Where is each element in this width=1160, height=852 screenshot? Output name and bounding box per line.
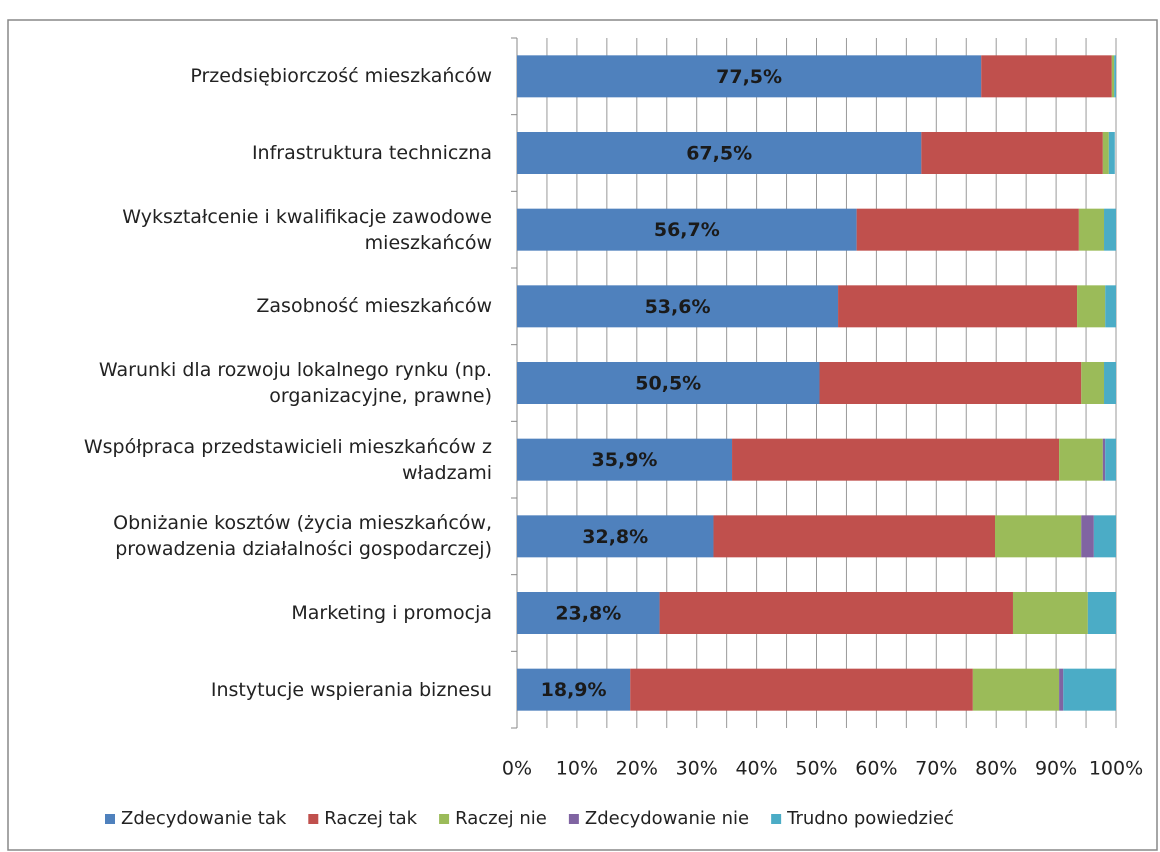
y-tick-label: Infrastruktura techniczna xyxy=(251,142,492,164)
bar-segment xyxy=(659,592,1013,634)
bar-segment xyxy=(517,515,714,558)
bar-segment xyxy=(517,438,733,481)
bar-segment xyxy=(1104,208,1116,251)
y-tick-label: Wykształcenie i kwalifikacje zawodowe mi… xyxy=(122,205,492,254)
x-tick-label: 20% xyxy=(616,758,658,780)
legend-label: Raczej tak xyxy=(324,808,417,829)
bar-segment xyxy=(1081,515,1094,558)
x-tick-label: 70% xyxy=(915,758,957,780)
legend-swatch xyxy=(105,814,115,824)
bar-segment xyxy=(1105,285,1116,328)
bar-segment xyxy=(732,438,1060,481)
bar-segment xyxy=(1081,362,1105,404)
data-label: 53,6% xyxy=(645,296,711,318)
x-tick-label: 40% xyxy=(735,758,777,780)
y-tick-label: Marketing i promocja xyxy=(291,602,492,624)
bar-segment xyxy=(856,208,1079,251)
bar-segment xyxy=(1059,438,1103,481)
bar-segment xyxy=(972,668,1060,711)
bar-segment xyxy=(517,285,839,328)
x-tick-label: 90% xyxy=(1035,758,1077,780)
x-tick-label: 0% xyxy=(502,758,532,780)
x-tick-label: 60% xyxy=(855,758,897,780)
y-tick-label: Warunki dla rozwoju lokalnego rynku (np.… xyxy=(98,359,492,407)
data-label: 18,9% xyxy=(541,679,607,701)
bar-segment xyxy=(1102,438,1106,481)
x-tick-label: 80% xyxy=(975,758,1017,780)
bar-segment xyxy=(1077,285,1106,328)
bar-segment xyxy=(713,515,996,558)
legend-label: Zdecydowanie nie xyxy=(585,808,749,829)
x-tick-label: 50% xyxy=(795,758,837,780)
data-label: 32,8% xyxy=(582,526,648,548)
bar-segment xyxy=(1114,55,1116,98)
legend-label: Raczej nie xyxy=(455,808,547,829)
bar-segment xyxy=(517,132,922,174)
y-tick-label: Zasobność mieszkańców xyxy=(256,295,492,318)
legend-label: Zdecydowanie tak xyxy=(121,808,287,829)
bar-segment xyxy=(1102,132,1109,174)
data-label: 50,5% xyxy=(635,373,701,395)
legend-swatch xyxy=(568,814,579,824)
bar-segment xyxy=(921,132,1103,174)
legend-swatch xyxy=(439,814,450,824)
bar-segment xyxy=(1093,515,1116,558)
bar-segment xyxy=(1063,668,1116,711)
bar-segment xyxy=(819,362,1082,404)
data-label: 56,7% xyxy=(654,219,720,241)
bar-segment xyxy=(1087,592,1116,634)
x-tick-label: 100% xyxy=(1089,758,1143,780)
data-label: 77,5% xyxy=(716,66,782,88)
data-label: 23,8% xyxy=(555,603,621,625)
bar-segment xyxy=(1012,592,1088,634)
bar-segment xyxy=(517,55,982,98)
data-label: 35,9% xyxy=(592,449,658,471)
bar-segment xyxy=(630,668,973,711)
y-tick-label: Obniżanie kosztów (życia mieszkańców, pr… xyxy=(113,512,492,561)
data-label: 67,5% xyxy=(686,143,752,165)
bar-segment xyxy=(995,515,1082,558)
legend-swatch xyxy=(308,814,319,824)
y-tick-label: Instytucje wspierania biznesu xyxy=(210,678,492,701)
legend-label: Trudno powiedzieć xyxy=(786,808,954,829)
x-tick-label: 30% xyxy=(676,758,718,780)
y-tick-label: Współpraca przedstawicieli mieszkańców z… xyxy=(83,435,492,484)
legend-swatch xyxy=(771,814,782,824)
bar-segment xyxy=(517,362,820,404)
bar-segment xyxy=(1059,668,1064,711)
bar-segment xyxy=(517,668,631,711)
bar-segment xyxy=(981,55,1112,98)
bar-segment xyxy=(1111,55,1115,98)
x-tick-label: 10% xyxy=(556,758,598,780)
bar-segment xyxy=(1105,438,1116,481)
y-tick-label: Przedsiębiorczość mieszkańców xyxy=(190,65,492,88)
bar-segment xyxy=(1108,132,1115,174)
frame xyxy=(7,19,1158,851)
bar-segment xyxy=(838,285,1078,328)
bar-segment xyxy=(517,208,857,251)
bar-segment xyxy=(1104,362,1116,404)
bar-segment xyxy=(1078,208,1105,251)
bar-segment xyxy=(517,592,660,634)
